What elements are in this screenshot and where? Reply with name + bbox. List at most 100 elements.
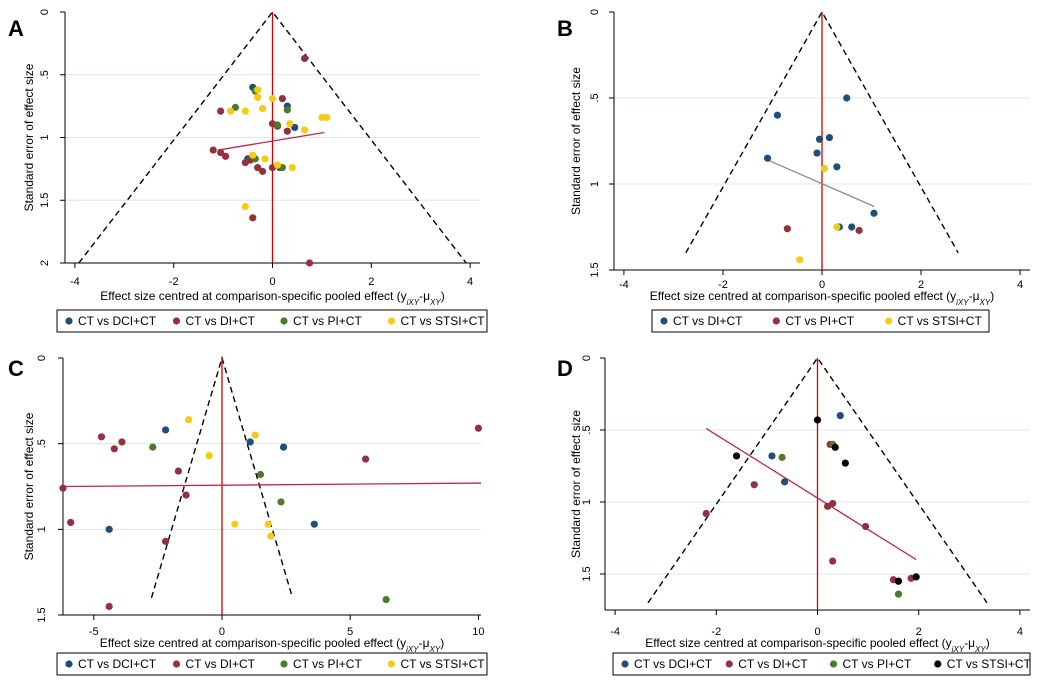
x-tick-label: -4 xyxy=(70,276,80,288)
legend-marker xyxy=(172,660,181,668)
data-point xyxy=(246,438,254,446)
data-point xyxy=(783,225,791,233)
data-point xyxy=(273,121,282,129)
y-tick-label: 1.5 xyxy=(589,262,601,277)
data-point xyxy=(59,484,67,492)
data-point xyxy=(273,161,282,169)
x-axis-label-subscript: XY xyxy=(974,645,986,654)
data-point xyxy=(813,149,821,157)
data-point xyxy=(382,595,390,604)
y-tick-label: 0 xyxy=(581,355,593,361)
data-point xyxy=(310,520,318,528)
data-point xyxy=(870,209,878,217)
legend-box xyxy=(56,309,488,333)
data-point xyxy=(288,164,296,172)
x-axis-label-part: Effect size centred at comparison-specif… xyxy=(645,636,951,650)
data-point xyxy=(825,133,834,142)
panel-c: C 0 .5 1 1.5 -5 0 5 10 Standard error of effect s… xyxy=(8,355,488,676)
legend-marker xyxy=(65,317,73,325)
data-point xyxy=(209,146,217,154)
x-tick-label: 5 xyxy=(347,626,353,638)
y-tick-label: 1.5 xyxy=(36,607,48,622)
regression-line xyxy=(62,482,482,488)
legend-label: CT vs PI+CT xyxy=(293,314,362,328)
y-axis-label: Standard error of effect size xyxy=(22,412,36,560)
legend-label: CT vs DI+CT xyxy=(186,657,256,671)
x-axis-label-subscript: iXY xyxy=(407,298,420,307)
data-point xyxy=(362,455,370,463)
legend-marker xyxy=(725,660,733,668)
data-point xyxy=(301,126,309,134)
legend-marker xyxy=(660,317,668,325)
data-point xyxy=(149,443,157,451)
y-tick-label: 1 xyxy=(39,134,51,140)
x-tick-label: 0 xyxy=(819,279,825,291)
legend-label: CT vs PI+CT xyxy=(785,314,854,328)
x-axis-label-subscript: iXY xyxy=(956,298,969,307)
data-point xyxy=(291,123,299,132)
data-point xyxy=(254,93,262,101)
x-tick-label: 2 xyxy=(368,276,374,288)
data-point xyxy=(174,467,182,475)
legend-label: CT vs DI+CT xyxy=(186,314,256,328)
data-point xyxy=(161,426,170,434)
data-point xyxy=(305,259,314,267)
legend-box xyxy=(612,652,1031,676)
legend-marker xyxy=(280,660,288,668)
y-tick-label: 1.5 xyxy=(581,566,593,581)
data-point xyxy=(283,106,291,114)
data-point xyxy=(105,602,113,611)
legend-marker xyxy=(280,317,288,325)
data-point xyxy=(301,54,309,63)
y-tick-label: 1 xyxy=(36,526,48,532)
x-tick-label: 4 xyxy=(1017,626,1023,638)
data-point xyxy=(848,223,856,231)
y-tick-label: 0 xyxy=(39,9,51,15)
data-point xyxy=(323,113,331,122)
data-point xyxy=(474,424,483,432)
data-point xyxy=(829,499,837,508)
legend-marker xyxy=(885,317,893,325)
data-point xyxy=(283,127,291,135)
data-point xyxy=(781,478,789,486)
data-point xyxy=(264,520,272,528)
x-tick-label: 10 xyxy=(472,626,484,638)
data-point xyxy=(855,226,863,235)
x-axis-label-subscript: XY xyxy=(429,298,441,307)
data-point xyxy=(259,167,267,175)
data-point xyxy=(226,107,235,115)
legend-label: CT vs DCI+CT xyxy=(78,657,157,671)
data-point xyxy=(249,151,257,159)
x-axis-label-part: Effect size centred at comparison-specif… xyxy=(100,289,406,303)
data-point xyxy=(702,509,710,518)
data-point xyxy=(105,525,113,533)
data-point xyxy=(843,94,851,102)
y-tick-label: .5 xyxy=(36,439,48,448)
data-point xyxy=(778,453,786,461)
legend-marker xyxy=(387,660,396,668)
data-point xyxy=(118,438,126,446)
x-axis-label: Effect size centred at comparison-specif… xyxy=(100,636,444,654)
panel-letter: C xyxy=(8,356,24,381)
x-tick-label: 0 xyxy=(269,276,275,288)
data-point xyxy=(241,107,249,115)
data-point xyxy=(833,223,841,231)
data-point xyxy=(67,518,75,527)
x-axis-label-part: -μ xyxy=(419,636,430,650)
y-tick-label: .5 xyxy=(589,93,601,102)
y-tick-label: .5 xyxy=(39,70,51,79)
legend-box xyxy=(651,309,990,333)
data-point xyxy=(841,459,849,467)
regression-line xyxy=(705,428,917,561)
data-point xyxy=(261,155,269,163)
data-point xyxy=(182,491,190,499)
x-tick-label: -2 xyxy=(718,279,728,291)
y-axis-label: Standard error of effect size xyxy=(569,67,583,215)
x-tick-label: -2 xyxy=(169,276,179,288)
data-point xyxy=(912,573,920,581)
x-axis-label: Effect size centred at comparison-specif… xyxy=(645,636,989,654)
data-point xyxy=(231,520,239,528)
legend-marker xyxy=(387,317,396,325)
